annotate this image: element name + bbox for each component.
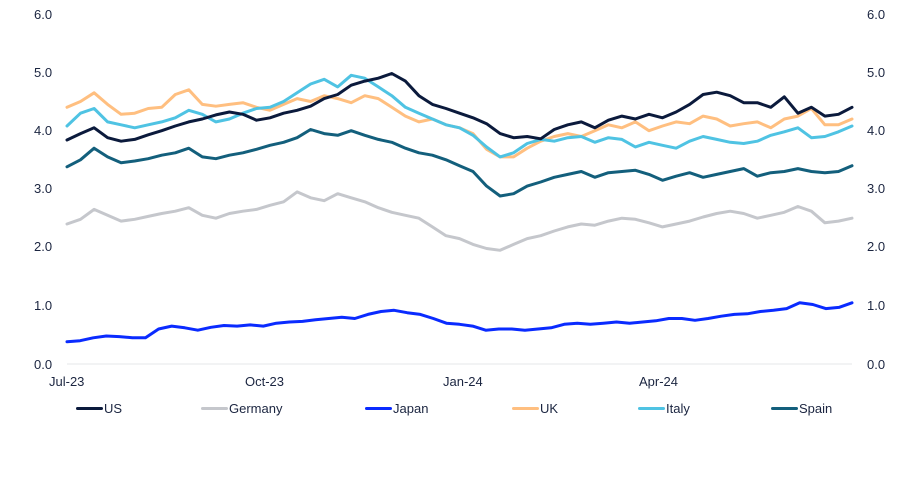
series-line-italy: [65, 73, 854, 159]
legend-swatch-italy: [638, 407, 665, 410]
y-tick-right: 4.0: [867, 123, 885, 138]
legend-label: Japan: [393, 401, 429, 416]
x-tick-label: Jan-24: [443, 374, 483, 389]
series-line-spain: [65, 128, 854, 198]
legend-item-japan[interactable]: Japan: [365, 401, 428, 416]
y-tick-right: 3.0: [867, 181, 885, 196]
legend-item-germany[interactable]: Germany: [201, 401, 282, 416]
y-tick-left: 6.0: [34, 7, 52, 22]
y-tick-right: 5.0: [867, 65, 885, 80]
legend-label: Germany: [229, 401, 283, 416]
legend-label: Spain: [799, 401, 833, 416]
legend-label: US: [104, 401, 123, 416]
legend-swatch-japan: [365, 407, 392, 410]
legend-item-us[interactable]: US: [76, 401, 122, 416]
line-chart: 6.0 5.0 4.0 3.0 2.0 1.0 0.0 6.0 5.0 4.0 …: [34, 7, 885, 389]
y-tick-right: 0.0: [867, 357, 885, 372]
y-tick-left: 3.0: [34, 181, 52, 196]
y-tick-right: 1.0: [867, 298, 885, 313]
legend-item-spain[interactable]: Spain: [771, 401, 832, 416]
legend-item-uk[interactable]: UK: [512, 401, 558, 416]
y-tick-right: 6.0: [867, 7, 885, 22]
legend-label: Italy: [666, 401, 690, 416]
y-tick-left: 4.0: [34, 123, 52, 138]
legend-swatch-spain: [771, 407, 798, 410]
legend-item-italy[interactable]: Italy: [638, 401, 690, 416]
legend: US Germany Japan UK Italy Spain: [0, 401, 921, 421]
y-tick-left: 0.0: [34, 357, 52, 372]
x-axis: Jul-23 Oct-23 Jan-24 Apr-24: [49, 374, 678, 389]
y-tick-right: 2.0: [867, 239, 885, 254]
y-tick-left: 1.0: [34, 298, 52, 313]
legend-swatch-germany: [201, 407, 228, 410]
y-tick-left: 2.0: [34, 239, 52, 254]
legend-label: UK: [540, 401, 559, 416]
series-line-germany: [65, 190, 854, 252]
series-line-japan: [65, 301, 854, 344]
right-y-axis: 6.0 5.0 4.0 3.0 2.0 1.0 0.0: [867, 7, 885, 372]
x-tick-label: Apr-24: [639, 374, 678, 389]
legend-swatch-us: [76, 407, 103, 410]
y-tick-left: 5.0: [34, 65, 52, 80]
legend-swatch-uk: [512, 407, 539, 410]
series-lines: [65, 72, 854, 344]
series-line-us: [65, 72, 854, 143]
left-y-axis: 6.0 5.0 4.0 3.0 2.0 1.0 0.0: [34, 7, 52, 372]
x-tick-label: Jul-23: [49, 374, 84, 389]
x-tick-label: Oct-23: [245, 374, 284, 389]
